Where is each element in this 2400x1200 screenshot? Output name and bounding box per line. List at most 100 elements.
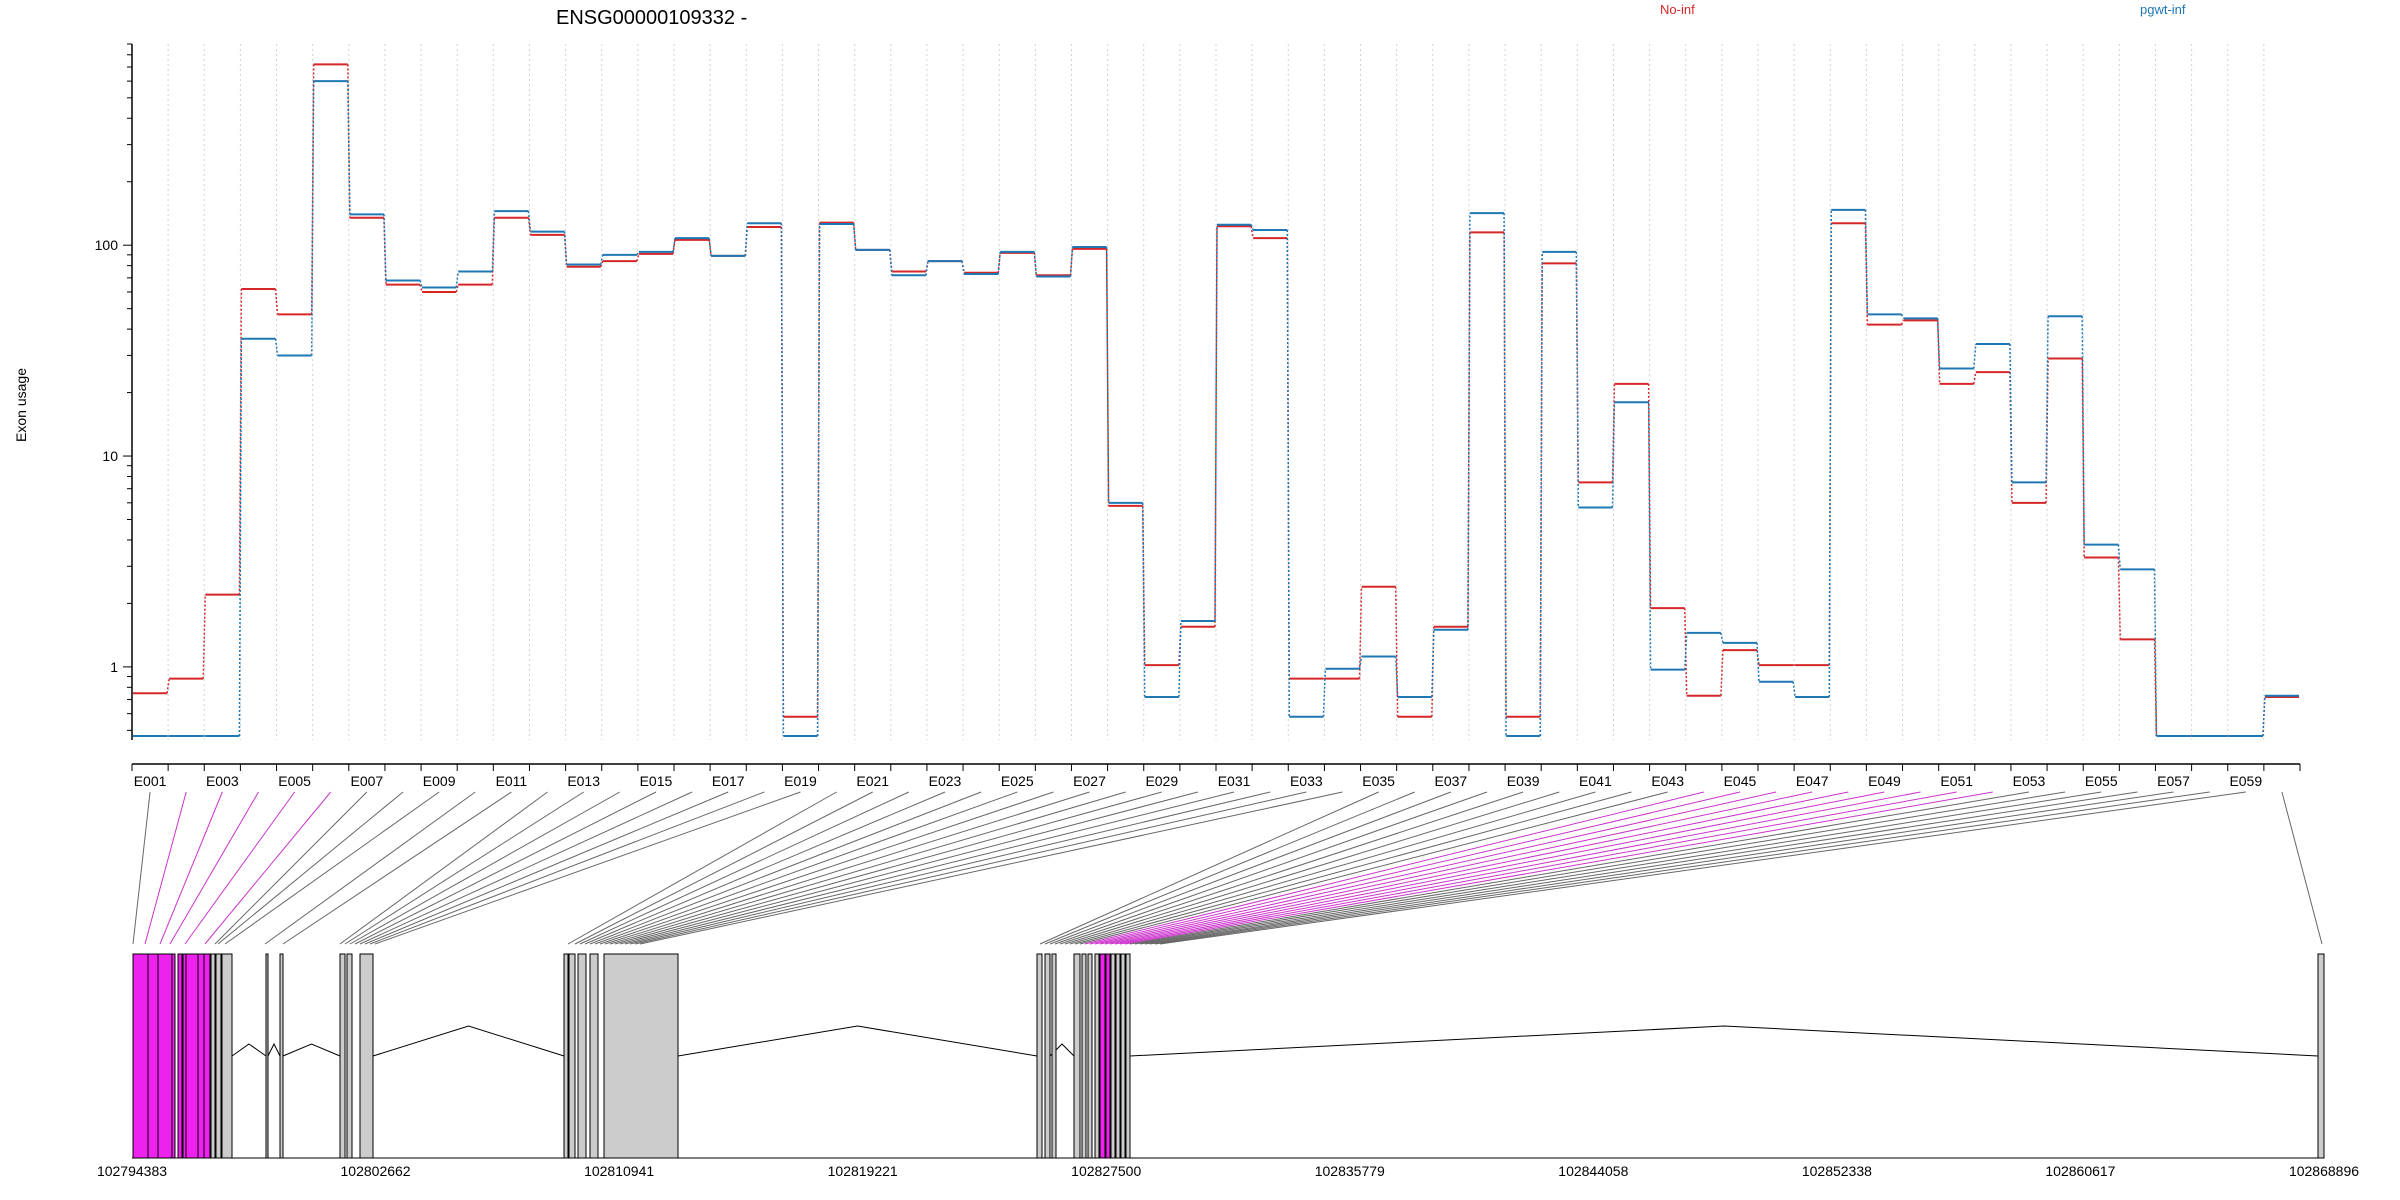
- exon-block: [346, 953, 353, 1159]
- exon-connector: [282, 791, 512, 945]
- intron-line: [1129, 1025, 2319, 1057]
- data-connector: [1756, 650, 1760, 666]
- data-connector: [1973, 372, 1977, 384]
- exon-block: [589, 953, 599, 1159]
- x-tick-label: E009: [423, 773, 456, 789]
- data-connector: [1611, 383, 1616, 483]
- exon-connector: [1054, 791, 1488, 945]
- genomic-tick-label: 102844058: [1558, 1163, 1628, 1179]
- x-tick-label: E039: [1507, 773, 1540, 789]
- data-connector: [852, 223, 857, 250]
- data-connector: [708, 238, 712, 256]
- data-connector: [1394, 586, 1399, 717]
- exon-connector: [609, 791, 1126, 945]
- x-tick-label: E013: [567, 773, 600, 789]
- x-tick-label: E055: [2085, 773, 2118, 789]
- exon-connector: [1069, 791, 1596, 945]
- exon-connector: [1074, 791, 1632, 945]
- exon-connector: [1044, 791, 1415, 945]
- exon-connector: [1064, 791, 1560, 945]
- exon-connector: [374, 791, 801, 945]
- exon-connector: [604, 791, 1090, 945]
- exon-block: [210, 953, 216, 1159]
- data-connector: [1936, 320, 1941, 384]
- data-connector: [1250, 226, 1254, 239]
- exon-connector: [589, 791, 982, 945]
- data-connector: [1973, 343, 1977, 369]
- data-connector: [1214, 226, 1218, 627]
- y-tick-label: 10: [102, 448, 118, 464]
- exon-connector: [1099, 791, 1813, 945]
- x-tick-label: E019: [784, 773, 817, 789]
- data-connector: [2153, 639, 2158, 737]
- x-tick-label: E031: [1218, 773, 1251, 789]
- data-connector: [2117, 544, 2122, 570]
- exon-block: [1115, 953, 1121, 1159]
- data-connector: [1828, 209, 1833, 697]
- exon-block: [1120, 953, 1126, 1159]
- exon-connector: [144, 791, 187, 945]
- intron-line: [282, 1043, 341, 1057]
- x-tick-label: E023: [929, 773, 962, 789]
- data-connector: [1141, 505, 1146, 666]
- exon-connector: [624, 791, 1235, 945]
- exon-connector: [639, 791, 1343, 945]
- exon-block: [279, 953, 284, 1159]
- exon-connector: [184, 791, 296, 945]
- data-connector: [744, 223, 749, 256]
- x-tick-label: E033: [1290, 773, 1323, 789]
- exon-connector: [629, 791, 1271, 945]
- exon-connector: [1139, 791, 2102, 945]
- x-tick-label: E051: [1940, 773, 1973, 789]
- x-tick-label: E007: [351, 773, 384, 789]
- data-connector: [1720, 632, 1724, 644]
- data-connector: [1069, 246, 1074, 277]
- data-connector: [1431, 629, 1435, 697]
- exon-block: [577, 953, 587, 1159]
- data-connector: [1178, 621, 1182, 697]
- data-connector: [599, 254, 604, 265]
- y-axis: 1 10 100: [95, 43, 133, 740]
- x-tick-label: E047: [1796, 773, 1829, 789]
- intron-line: [677, 1025, 1038, 1057]
- exon-block: [221, 953, 233, 1159]
- data-connector: [310, 81, 315, 356]
- data-connector: [1647, 402, 1652, 670]
- exon-connector: [1104, 791, 1849, 945]
- exon-block: [1051, 953, 1057, 1159]
- data-connector: [1611, 402, 1616, 508]
- intron-line: [231, 1043, 267, 1057]
- exon-connector: [594, 791, 1018, 945]
- exon-block: [603, 953, 679, 1159]
- data-connector: [383, 214, 387, 281]
- genomic-tick-label: 102852338: [1802, 1163, 1872, 1179]
- highlighted-exon-block: [177, 953, 183, 1159]
- x-tick-label: E053: [2013, 773, 2046, 789]
- legend-no-inf: No-inf: [1660, 2, 1695, 17]
- exon-connector-lines: [132, 791, 2323, 945]
- exon-connector: [369, 791, 765, 945]
- genomic-tick-label: 102810941: [584, 1163, 654, 1179]
- gene-model: [132, 953, 2325, 1159]
- data-connector: [1864, 209, 1869, 315]
- highlighted-exon-block: [182, 953, 211, 1159]
- exon-block: [1073, 953, 1081, 1159]
- data-connector: [1033, 251, 1038, 277]
- exon-connector: [1079, 791, 1668, 945]
- exon-connector: [619, 791, 1199, 945]
- exon-block: [359, 953, 374, 1159]
- exon-block: [265, 953, 269, 1159]
- data-connector: [1792, 681, 1796, 698]
- x-axis: E001 E003 E005 E007 E009 E011 E013 E015 E017 E019…: [131, 763, 2301, 789]
- exon-block: [339, 953, 346, 1159]
- data-connector: [166, 678, 170, 694]
- data-connector: [1683, 608, 1688, 696]
- data-connector: [274, 288, 279, 315]
- x-tick-label: E035: [1362, 773, 1395, 789]
- x-tick-label: E041: [1579, 773, 1612, 789]
- data-connector: [780, 223, 785, 737]
- exon-connector: [339, 791, 548, 945]
- data-connector: [1467, 213, 1471, 630]
- exon-connector: [1109, 791, 1885, 945]
